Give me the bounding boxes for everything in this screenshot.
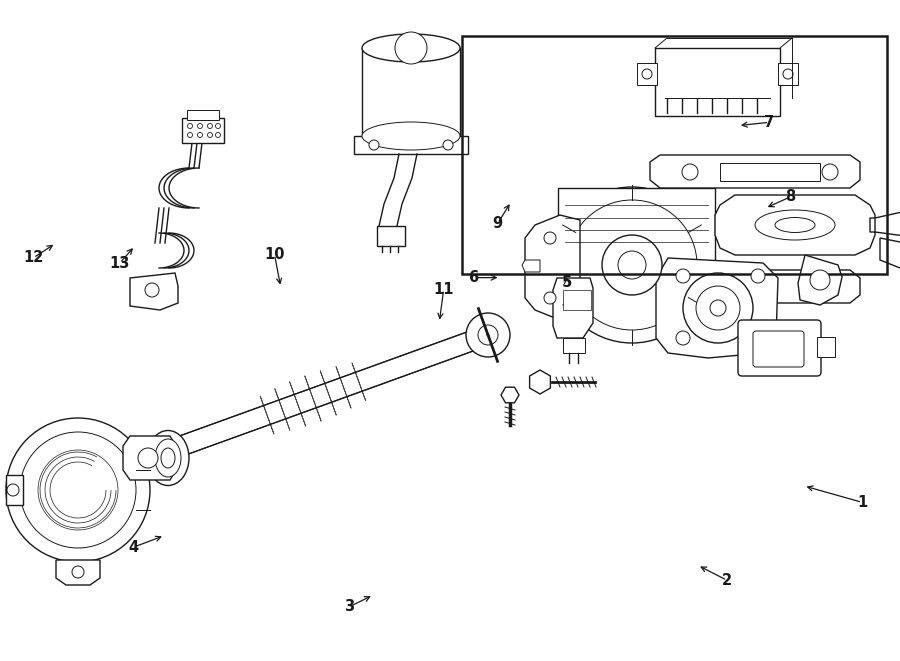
Circle shape — [544, 292, 556, 304]
Polygon shape — [123, 436, 176, 480]
Polygon shape — [880, 238, 900, 268]
Polygon shape — [522, 260, 540, 272]
Circle shape — [554, 187, 710, 343]
Ellipse shape — [155, 439, 181, 477]
Circle shape — [544, 232, 556, 244]
Circle shape — [56, 468, 100, 512]
Circle shape — [783, 69, 793, 79]
Circle shape — [187, 132, 193, 137]
Text: 4: 4 — [128, 540, 139, 555]
Text: 6: 6 — [468, 270, 479, 285]
Circle shape — [696, 286, 740, 330]
Circle shape — [208, 124, 212, 128]
Circle shape — [369, 140, 379, 150]
Circle shape — [710, 300, 726, 316]
Bar — [563, 290, 591, 310]
Polygon shape — [870, 218, 900, 232]
Circle shape — [682, 164, 698, 180]
Text: 9: 9 — [492, 216, 503, 231]
FancyBboxPatch shape — [753, 331, 804, 367]
Text: 2: 2 — [722, 573, 733, 588]
Polygon shape — [6, 475, 23, 505]
Circle shape — [683, 273, 753, 343]
Bar — [563, 338, 585, 353]
Circle shape — [466, 313, 510, 357]
Text: 3: 3 — [344, 600, 355, 614]
Circle shape — [197, 132, 202, 137]
Bar — [377, 226, 405, 246]
Circle shape — [602, 235, 662, 295]
Polygon shape — [553, 278, 593, 338]
Polygon shape — [145, 326, 491, 467]
Circle shape — [187, 124, 193, 128]
Bar — [362, 48, 460, 136]
Text: 5: 5 — [562, 276, 572, 290]
Circle shape — [478, 325, 498, 345]
Circle shape — [215, 132, 220, 137]
Circle shape — [138, 448, 158, 468]
Circle shape — [145, 283, 159, 297]
Polygon shape — [501, 387, 519, 403]
Bar — [462, 36, 886, 274]
Circle shape — [72, 566, 84, 578]
Text: 1: 1 — [857, 495, 868, 510]
Circle shape — [197, 124, 202, 128]
Text: 12: 12 — [23, 251, 43, 265]
Ellipse shape — [755, 210, 835, 240]
Bar — [558, 188, 715, 303]
Text: 8: 8 — [785, 190, 796, 204]
Ellipse shape — [362, 122, 460, 150]
Polygon shape — [715, 195, 875, 255]
Polygon shape — [56, 560, 100, 585]
Bar — [182, 118, 224, 143]
Circle shape — [751, 269, 765, 283]
Ellipse shape — [161, 448, 175, 468]
Ellipse shape — [147, 430, 189, 485]
Circle shape — [443, 140, 453, 150]
Bar — [187, 110, 219, 120]
Text: 10: 10 — [265, 247, 284, 262]
Circle shape — [567, 200, 697, 330]
Polygon shape — [650, 270, 860, 303]
Polygon shape — [656, 258, 778, 358]
Ellipse shape — [362, 34, 460, 62]
Polygon shape — [875, 208, 900, 238]
Bar — [817, 337, 835, 357]
Circle shape — [676, 269, 690, 283]
Circle shape — [215, 124, 220, 128]
FancyBboxPatch shape — [738, 320, 821, 376]
Circle shape — [822, 164, 838, 180]
Circle shape — [642, 69, 652, 79]
Ellipse shape — [775, 217, 815, 233]
Text: 13: 13 — [110, 256, 130, 270]
Text: 7: 7 — [764, 115, 775, 130]
Text: 11: 11 — [434, 282, 454, 297]
Polygon shape — [354, 136, 468, 154]
Polygon shape — [525, 215, 580, 320]
Polygon shape — [798, 255, 842, 305]
Circle shape — [20, 432, 136, 548]
Circle shape — [38, 450, 118, 530]
Circle shape — [810, 270, 830, 290]
Bar — [637, 63, 657, 85]
Polygon shape — [650, 155, 860, 188]
Bar — [655, 48, 780, 116]
Bar — [720, 163, 820, 181]
Circle shape — [7, 484, 19, 496]
Polygon shape — [529, 370, 551, 394]
Circle shape — [676, 331, 690, 345]
Polygon shape — [130, 273, 178, 310]
Circle shape — [6, 418, 150, 562]
Circle shape — [395, 32, 427, 64]
Circle shape — [208, 132, 212, 137]
Bar — [778, 63, 798, 85]
Circle shape — [618, 251, 646, 279]
